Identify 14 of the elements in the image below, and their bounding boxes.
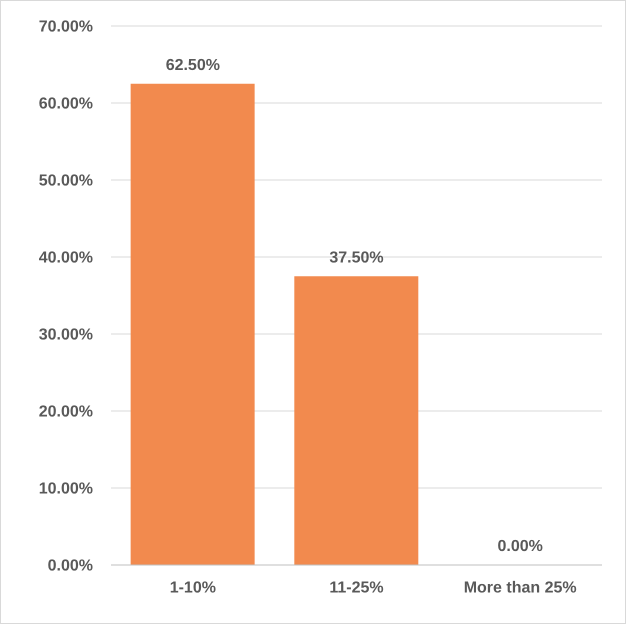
y-tick-label: 70.00% bbox=[38, 18, 93, 36]
y-tick-label: 0.00% bbox=[48, 558, 93, 575]
y-tick-label: 50.00% bbox=[38, 172, 93, 190]
y-tick-label: 20.00% bbox=[38, 404, 93, 421]
y-tick-label: 10.00% bbox=[38, 480, 93, 498]
y-tick-label: 60.00% bbox=[38, 96, 93, 113]
data-label: 62.50% bbox=[166, 56, 220, 74]
y-tick-label: 30.00% bbox=[38, 326, 93, 344]
data-label: 37.50% bbox=[329, 249, 384, 266]
y-tick-label: 40.00% bbox=[38, 250, 93, 267]
x-tick-label: 11-25% bbox=[329, 579, 384, 596]
x-tick-label: 1-10% bbox=[170, 579, 216, 596]
data-label: 0.00% bbox=[497, 538, 543, 555]
x-tick-label: More than 25% bbox=[464, 579, 577, 596]
